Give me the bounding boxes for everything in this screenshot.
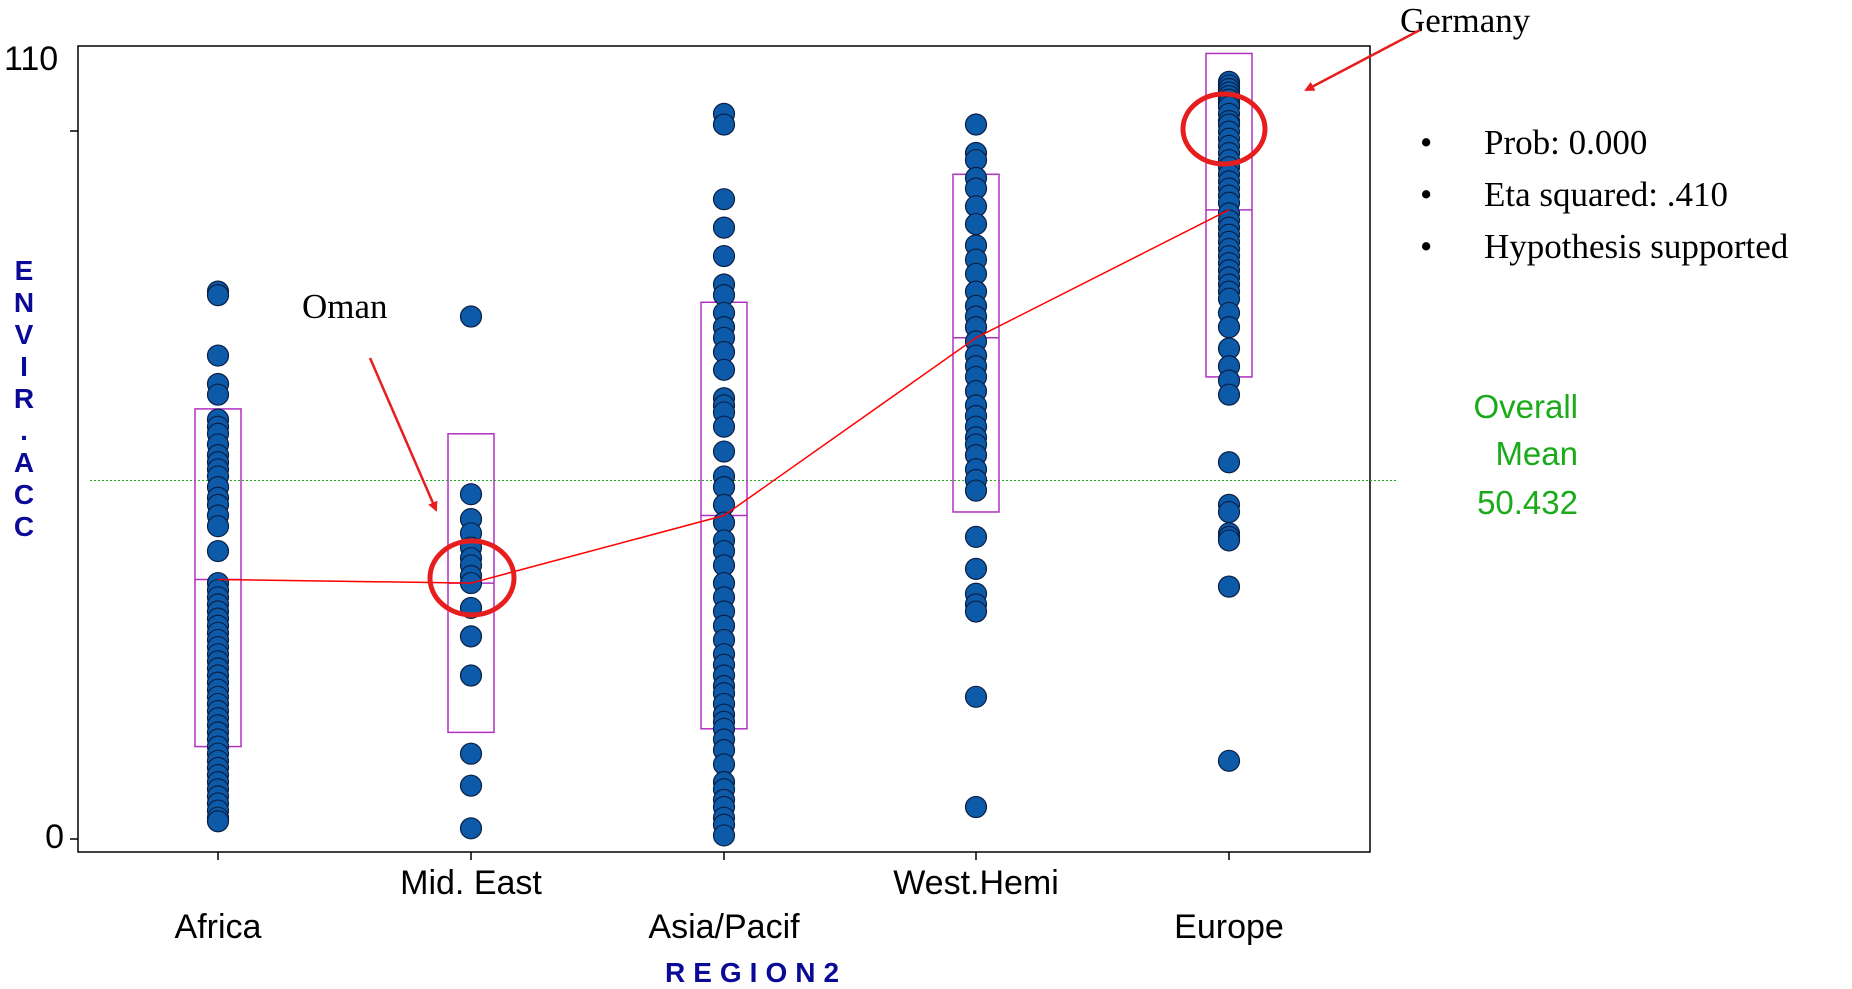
data-point — [712, 216, 736, 239]
data-point — [712, 440, 736, 463]
data-point — [459, 817, 483, 840]
data-point — [459, 625, 483, 648]
y-tick-label-min: 0 — [45, 818, 64, 856]
stats-item-2: Eta squared: .410 — [1484, 175, 1728, 214]
data-point — [712, 358, 736, 381]
x-tick-label: Africa — [175, 908, 262, 946]
data-point — [459, 774, 483, 797]
data-point — [1217, 529, 1241, 552]
oman-highlight-circle — [427, 538, 517, 618]
data-point — [206, 284, 230, 307]
overall-mean-label-1: Overall — [1473, 388, 1578, 425]
data-point — [459, 742, 483, 765]
data-point — [964, 525, 988, 548]
germany-highlight-circle — [1180, 91, 1268, 167]
data-point — [1217, 383, 1241, 406]
data-point — [964, 600, 988, 623]
data-point — [712, 824, 736, 847]
data-point — [1217, 451, 1241, 474]
oman-arrow — [368, 357, 438, 512]
overall-mean-label-3: 50.432 — [1477, 484, 1578, 521]
data-point — [459, 305, 483, 328]
stats-item-3: Hypothesis supported — [1484, 227, 1789, 266]
data-point — [964, 685, 988, 708]
data-point — [1217, 316, 1241, 339]
x-axis-title: REGION2 — [665, 957, 847, 988]
data-point — [964, 212, 988, 236]
stats-bullet-2: • — [1420, 175, 1432, 214]
data-point — [459, 483, 483, 506]
data-point — [206, 810, 230, 833]
data-point — [1217, 575, 1241, 598]
data-point — [206, 515, 230, 538]
data-point — [206, 383, 230, 406]
data-point — [712, 188, 736, 211]
stats-bullet-1: • — [1420, 123, 1432, 162]
data-point — [964, 479, 988, 502]
data-point — [1217, 749, 1241, 772]
annotation-oman: Oman — [302, 287, 388, 326]
data-point — [712, 244, 736, 268]
x-tick-label: West.Hemi — [893, 864, 1059, 902]
data-point — [964, 113, 988, 136]
y-tick-label-max: 110 — [4, 40, 58, 78]
stats-item-1: Prob: 0.000 — [1484, 123, 1647, 162]
data-point — [459, 664, 483, 687]
data-point — [206, 344, 230, 367]
mean-line — [217, 209, 1230, 584]
data-point — [1217, 500, 1241, 524]
germany-arrow — [1304, 28, 1421, 92]
data-point — [712, 415, 736, 438]
overall-mean-label-2: Mean — [1495, 435, 1578, 472]
x-tick-label: Europe — [1174, 908, 1284, 946]
stats-bullet-3: • — [1420, 227, 1432, 266]
data-point — [964, 795, 988, 819]
data-point — [964, 557, 988, 580]
data-point — [712, 113, 736, 136]
x-tick-label: Asia/Pacif — [648, 908, 800, 946]
x-tick-label: Mid. East — [400, 864, 542, 902]
annotation-germany: Germany — [1400, 1, 1531, 40]
data-point — [206, 539, 230, 563]
